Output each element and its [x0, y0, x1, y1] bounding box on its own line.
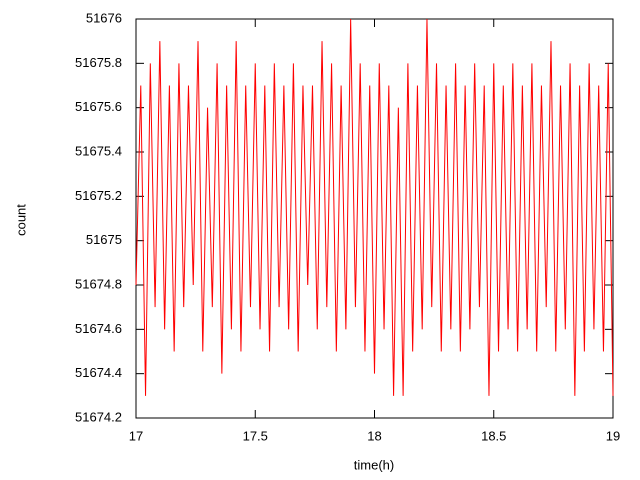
y-tick-label: 51674.8 [75, 276, 122, 291]
x-tick-label: 18 [367, 428, 381, 443]
x-tick-label: 17 [129, 428, 143, 443]
y-tick-label: 51675.6 [75, 99, 122, 114]
x-tick-label: 17.5 [243, 428, 268, 443]
x-tick-label: 19 [606, 428, 620, 443]
y-tick-label: 51674.4 [75, 365, 122, 380]
y-tick-label: 51675.8 [75, 55, 122, 70]
y-tick-label: 51676 [86, 10, 122, 25]
y-tick-label: 51675.2 [75, 188, 122, 203]
y-tick-label: 51674.2 [75, 409, 122, 424]
y-tick-label: 51675 [86, 232, 122, 247]
data-line [135, 18, 614, 396]
y-axis-label: count [13, 204, 28, 236]
y-tick-label: 51675.4 [75, 143, 122, 158]
x-tick-label: 18.5 [481, 428, 506, 443]
y-tick-label: 51674.6 [75, 321, 122, 336]
x-axis-label: time(h) [354, 457, 394, 472]
